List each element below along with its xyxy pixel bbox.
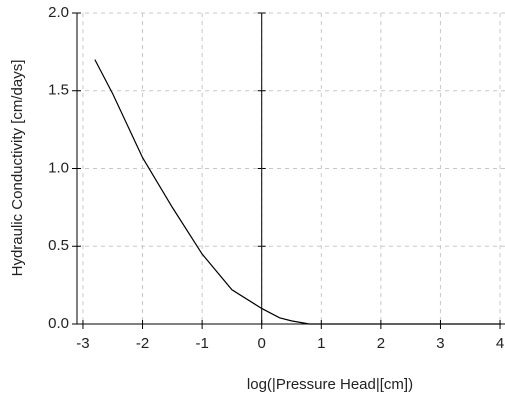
x-tick-label: 3 (436, 335, 444, 352)
x-tick-label: -1 (195, 335, 208, 352)
x-tick-label: 0 (258, 335, 266, 352)
x-tick-label: 4 (496, 335, 504, 352)
y-tick-label: 2.0 (48, 4, 69, 21)
y-tick-label: 1.5 (48, 82, 69, 99)
line-series (94, 59, 501, 325)
x-tick-label: 1 (317, 335, 325, 352)
x-tick-label: -2 (136, 335, 149, 352)
y-tick-label: 1.0 (48, 159, 69, 176)
y-tick-label: 0.0 (48, 315, 69, 332)
y-tick-label: 0.5 (48, 237, 69, 254)
y-axis-label: Hydraulic Conductivity [cm/days] (9, 60, 26, 277)
x-tick-label: 2 (377, 335, 385, 352)
x-tick-label: -3 (76, 335, 89, 352)
x-axis-label: log(|Pressure Head|[cm]) (247, 376, 413, 393)
